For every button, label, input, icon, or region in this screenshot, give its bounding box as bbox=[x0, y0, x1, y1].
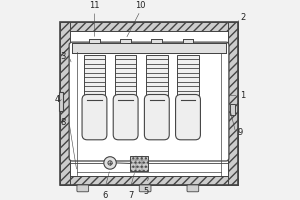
Text: 5: 5 bbox=[143, 187, 149, 196]
Bar bbox=[60, 22, 238, 185]
FancyBboxPatch shape bbox=[144, 95, 169, 140]
Bar bbox=[230, 104, 235, 115]
Text: 6: 6 bbox=[103, 191, 108, 200]
Bar bbox=[70, 31, 228, 176]
Bar bbox=[60, 22, 238, 185]
Bar bbox=[72, 43, 226, 53]
Bar bbox=[89, 39, 100, 43]
Bar bbox=[120, 39, 131, 43]
FancyBboxPatch shape bbox=[82, 95, 107, 140]
Bar bbox=[59, 92, 63, 111]
Text: 2: 2 bbox=[240, 13, 245, 22]
FancyBboxPatch shape bbox=[139, 185, 151, 192]
Bar bbox=[228, 22, 238, 185]
Bar bbox=[60, 22, 70, 185]
Bar bbox=[152, 39, 162, 43]
FancyBboxPatch shape bbox=[187, 185, 199, 192]
Text: 11: 11 bbox=[89, 1, 100, 10]
FancyBboxPatch shape bbox=[77, 185, 88, 192]
Text: 4: 4 bbox=[55, 95, 60, 104]
Bar bbox=[177, 55, 199, 100]
Bar bbox=[183, 39, 194, 43]
Text: 3: 3 bbox=[61, 52, 66, 61]
Bar bbox=[130, 156, 148, 171]
Text: 9: 9 bbox=[237, 128, 242, 137]
FancyBboxPatch shape bbox=[176, 95, 200, 140]
Bar bbox=[60, 176, 238, 185]
FancyBboxPatch shape bbox=[113, 95, 138, 140]
Text: 8: 8 bbox=[61, 118, 66, 127]
Text: 7: 7 bbox=[128, 191, 133, 200]
Bar bbox=[183, 39, 194, 43]
Bar bbox=[120, 39, 131, 43]
Bar bbox=[84, 55, 105, 100]
Bar bbox=[146, 55, 167, 100]
Circle shape bbox=[104, 157, 116, 169]
Bar bbox=[60, 22, 238, 31]
Bar bbox=[115, 55, 136, 100]
Text: 10: 10 bbox=[135, 1, 146, 10]
Bar bbox=[89, 39, 100, 43]
FancyBboxPatch shape bbox=[69, 42, 229, 161]
Bar bbox=[152, 39, 162, 43]
Text: 1: 1 bbox=[240, 91, 245, 100]
Circle shape bbox=[108, 161, 112, 165]
